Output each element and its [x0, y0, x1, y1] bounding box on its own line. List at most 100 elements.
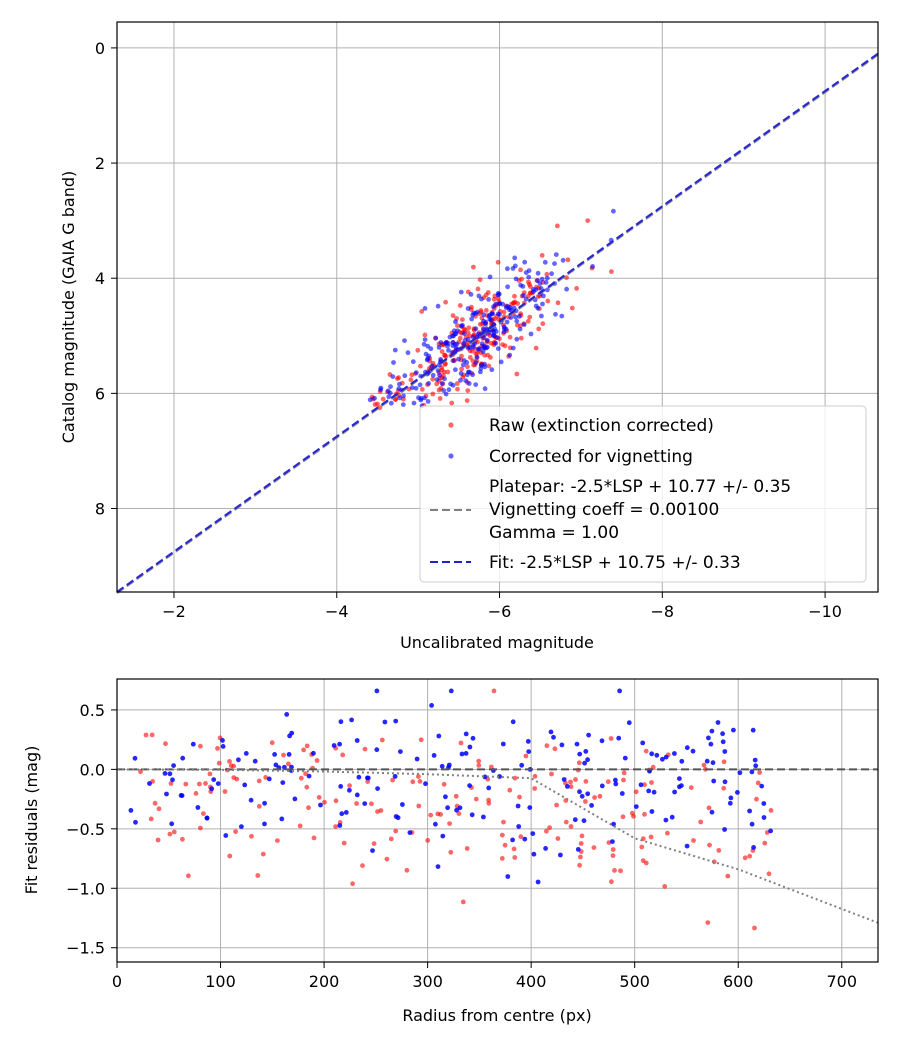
corrected-point	[463, 378, 469, 383]
raw-residual-point	[341, 840, 347, 846]
corrected-residual-point	[663, 817, 669, 823]
corrected-residual-point	[735, 790, 740, 795]
bottom-plot-frame	[116, 678, 879, 963]
corrected-residual-point	[710, 760, 716, 766]
corrected-residual-point	[362, 801, 368, 806]
raw-point	[482, 352, 487, 358]
raw-residual-point	[618, 868, 623, 874]
raw-residual-point	[633, 789, 639, 795]
corrected-point	[426, 381, 431, 386]
corrected-point	[410, 359, 416, 365]
bottom-y-ticks: 0.5 0.0 −0.5 −1.0 −1.5	[66, 701, 117, 958]
corrected-point	[465, 306, 471, 311]
corrected-residual-point	[565, 784, 570, 789]
corrected-residual-point	[749, 821, 755, 827]
top-scatter-points	[367, 208, 616, 411]
corrected-point	[458, 289, 464, 295]
corrected-residual-point	[510, 837, 515, 843]
top-x-tick-label: −10	[808, 602, 842, 621]
raw-point	[565, 257, 571, 263]
corrected-residual-point	[292, 796, 298, 802]
raw-residual-point	[453, 793, 459, 799]
corrected-point	[425, 399, 431, 404]
corrected-residual-point	[753, 763, 759, 769]
corrected-residual-point	[581, 818, 587, 824]
raw-residual-point	[554, 802, 559, 808]
raw-residual-point	[215, 746, 220, 751]
raw-residual-point	[507, 787, 513, 793]
raw-residual-point	[609, 879, 614, 885]
corrected-point	[469, 316, 475, 322]
corrected-residual-point	[761, 801, 767, 806]
corrected-residual-point	[266, 776, 272, 782]
raw-residual-point	[592, 795, 597, 800]
raw-residual-point	[183, 781, 189, 787]
raw-residual-point	[458, 740, 464, 746]
raw-residual-point	[371, 841, 377, 846]
corrected-residual-point	[445, 805, 450, 811]
bottom-y-axis-title: Fit residuals (mag)	[22, 746, 41, 895]
raw-point	[430, 391, 436, 397]
corrected-residual-point	[611, 821, 616, 827]
raw-point	[465, 388, 471, 393]
corrected-point	[422, 337, 428, 342]
raw-residual-point	[577, 862, 582, 868]
corrected-residual-point	[530, 831, 536, 836]
raw-residual-point	[721, 759, 727, 765]
corrected-point	[490, 333, 496, 338]
corrected-point	[564, 286, 569, 292]
corrected-residual-point	[722, 779, 728, 785]
raw-residual-point	[333, 824, 338, 829]
raw-residual-point	[688, 785, 694, 790]
corrected-point	[396, 386, 402, 392]
corrected-residual-point	[374, 747, 380, 753]
corrected-point	[491, 304, 496, 309]
raw-point	[439, 349, 445, 354]
corrected-residual-point	[236, 757, 241, 763]
raw-point	[455, 386, 460, 392]
corrected-point	[400, 402, 406, 407]
top-y-tick-label: 4	[95, 269, 105, 288]
corrected-point	[413, 370, 419, 375]
corrected-point	[535, 270, 541, 276]
corrected-residual-point	[535, 879, 541, 885]
corrected-point	[481, 318, 486, 324]
raw-residual-point	[499, 856, 505, 861]
top-y-tick-label: 0	[95, 39, 105, 58]
raw-residual-point	[476, 758, 482, 764]
corrected-residual-point	[195, 805, 201, 810]
raw-residual-point	[198, 825, 203, 831]
corrected-residual-point	[370, 848, 375, 853]
raw-residual-point	[640, 858, 646, 864]
corrected-point	[460, 362, 466, 368]
corrected-residual-point	[223, 833, 229, 838]
raw-residual-point	[544, 828, 549, 834]
raw-residual-point	[203, 781, 208, 786]
raw-point	[515, 322, 520, 328]
corrected-residual-point	[761, 815, 767, 820]
corrected-point	[538, 286, 544, 291]
raw-residual-point	[612, 868, 617, 873]
corrected-point	[424, 357, 430, 363]
legend-fit-label: Fit: -2.5*LSP + 10.75 +/- 0.33	[489, 553, 741, 573]
corrected-point	[388, 384, 393, 389]
raw-point	[518, 335, 524, 341]
corrected-residual-point	[510, 719, 516, 725]
corrected-point	[526, 274, 532, 280]
raw-point	[511, 300, 517, 306]
raw-residual-point	[725, 873, 731, 879]
raw-residual-point	[138, 769, 143, 775]
raw-residual-point	[263, 775, 269, 780]
corrected-residual-point	[395, 815, 401, 821]
corrected-residual-point	[684, 745, 690, 751]
raw-residual-point	[316, 795, 322, 800]
corrected-residual-point	[423, 781, 428, 787]
corrected-residual-point	[242, 782, 248, 788]
corrected-residual-point	[708, 741, 714, 747]
raw-residual-point	[298, 775, 304, 781]
corrected-residual-point	[672, 789, 677, 795]
raw-point	[525, 318, 531, 324]
raw-residual-point	[555, 836, 561, 841]
corrected-residual-point	[239, 824, 244, 829]
